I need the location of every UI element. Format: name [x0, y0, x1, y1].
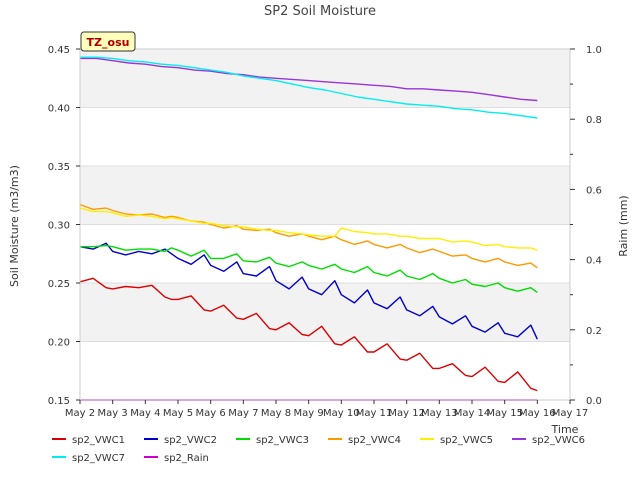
y-tick-label: 0.30	[48, 221, 70, 232]
annotation-label: TZ_osu	[87, 36, 130, 49]
series-line-sp2_VWC1	[79, 277, 538, 392]
legend-label: sp2_VWC2	[164, 435, 217, 446]
x-tick-label: May 10	[323, 408, 360, 419]
x-tick-label: May 4	[130, 408, 160, 419]
x-axis-label: Time	[551, 423, 579, 436]
background-band	[80, 166, 570, 225]
legend-label: sp2_VWC6	[532, 435, 585, 446]
legend-label: sp2_VWC4	[348, 435, 401, 446]
x-tick-label: May 13	[421, 408, 458, 419]
x-tick-label: May 15	[486, 408, 523, 419]
annotation-badge: TZ_osu	[80, 31, 136, 52]
x-tick-label: May 8	[261, 408, 291, 419]
y-tick-label: 0.35	[48, 162, 70, 173]
y-tick-label: 0.20	[48, 338, 70, 349]
x-tick-label: May 9	[294, 408, 324, 419]
x-tick-label: May 6	[196, 408, 226, 419]
x-tick-label: May 12	[388, 408, 425, 419]
legend-label: sp2_VWC7	[72, 453, 125, 464]
x-tick-label: May 2	[65, 408, 95, 419]
x-tick-label: May 16	[519, 408, 556, 419]
y2-tick-label: 0.4	[586, 256, 602, 267]
x-tick-label: May 11	[356, 408, 393, 419]
y-axis-left: 0.15 0.20 0.25 0.30 0.35 0.40 0.45	[48, 45, 80, 407]
y2-tick-label: 0.6	[586, 185, 602, 196]
x-tick-label: May 14	[454, 408, 491, 419]
background-bands	[80, 49, 570, 342]
legend: sp2_VWC1 sp2_VWC2 sp2_VWC3 sp2_VWC4 sp2_VWC5…	[52, 435, 585, 464]
series-line-sp2_VWC6	[80, 57, 538, 102]
series-line-sp2_VWC4	[79, 203, 538, 269]
legend-label: sp2_VWC1	[72, 435, 125, 446]
x-axis: May 2 May 3 May 4 May 5 May 6 May 7 May 8 May 9…	[65, 400, 588, 419]
y-tick-label: 0.15	[48, 396, 70, 407]
series-line-sp2_VWC2	[79, 242, 538, 340]
legend-label: sp2_VWC5	[440, 435, 493, 446]
background-band	[80, 49, 570, 108]
chart-title: SP2 Soil Moisture	[264, 4, 376, 19]
y-tick-label: 0.25	[48, 279, 70, 290]
x-tick-label: May 7	[228, 408, 258, 419]
y2-tick-label: 0.0	[586, 396, 602, 407]
annotation-box	[80, 31, 136, 52]
y-axis-label: Soil Moisture (m3/m3)	[8, 165, 21, 287]
series-line-sp2_VWC5	[79, 207, 538, 251]
y2-tick-label: 0.2	[586, 326, 602, 337]
x-tick-label: May 5	[163, 408, 193, 419]
series-line-sp2_VWC7	[80, 56, 538, 119]
y2-tick-label: 1.0	[586, 45, 602, 56]
x-tick-label: May 3	[98, 408, 128, 419]
legend-label: sp2_VWC3	[256, 435, 309, 446]
legend-label: sp2_Rain	[164, 453, 209, 464]
series-line-sp2_VWC3	[80, 244, 538, 293]
y-tick-label: 0.40	[48, 104, 70, 115]
y2-tick-label: 0.8	[586, 115, 602, 126]
x-tick-label: May 17	[552, 408, 589, 419]
series-lines	[79, 56, 538, 401]
y2-axis-label: Raim (mm)	[617, 195, 630, 256]
y-tick-label: 0.45	[48, 45, 70, 56]
y-axis-right: 0.0 0.2 0.4 0.6 0.8 1.0	[570, 45, 602, 407]
